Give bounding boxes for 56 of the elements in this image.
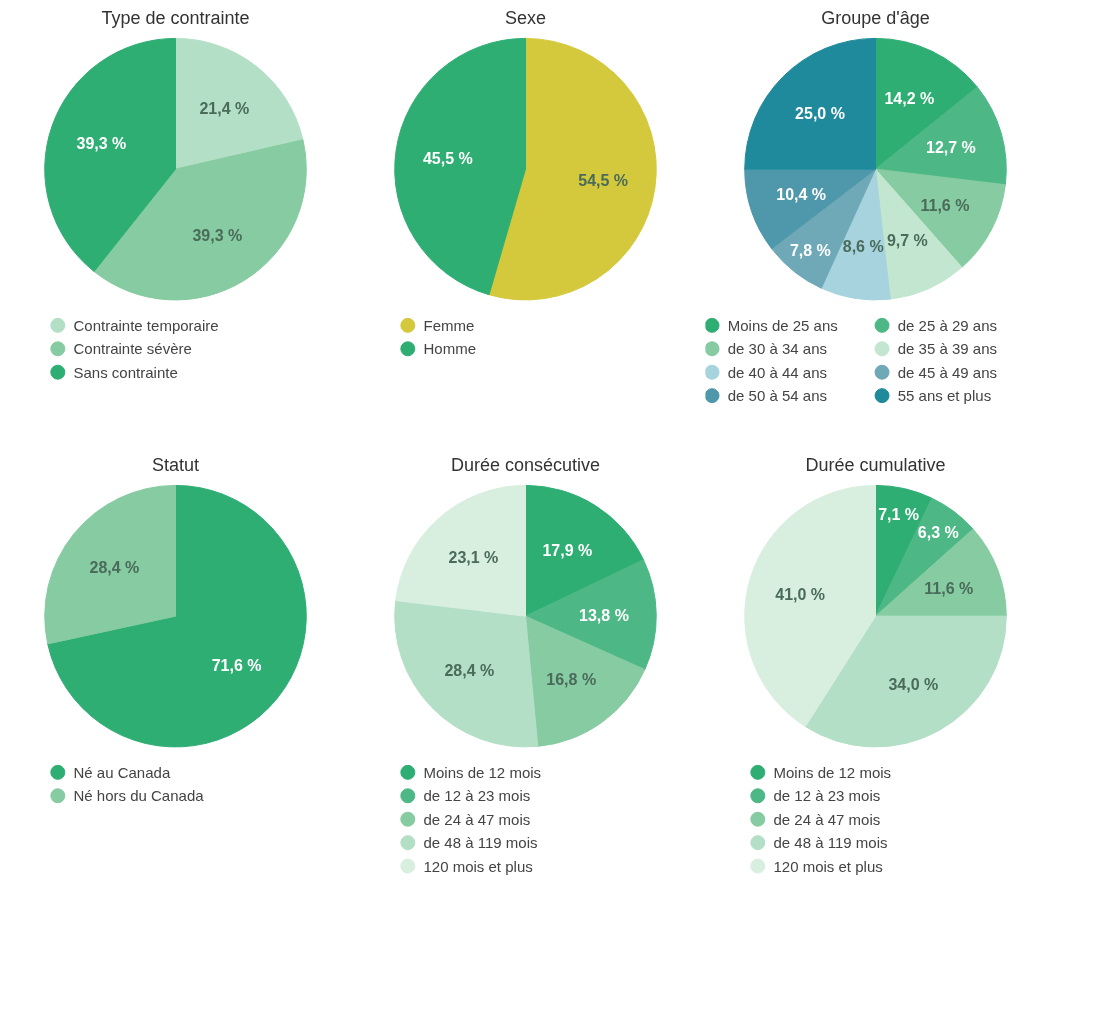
chart-title: Durée consécutive [450,454,601,475]
legend-label: de 35 à 39 ans [897,340,997,358]
data-label: 21,4 % [199,99,250,117]
data-label: 71,6 % [211,656,262,674]
data-label: 7,8 % [789,242,831,260]
legend-label: de 50 à 54 ans [727,387,827,405]
legend-label: Femme [423,316,475,334]
legend-label: de 24 à 47 mois [423,810,531,828]
data-label: 9,7 % [886,232,928,250]
legend-label: de 45 à 49 ans [897,363,997,381]
chart-title: Durée cumulative [805,454,946,475]
data-label: 39,3 % [76,134,127,152]
data-label: 11,6 % [924,579,974,597]
data-label: 14,2 % [884,90,935,108]
legend-label: Contrainte temporaire [73,316,219,334]
legend-label: de 12 à 23 mois [773,787,881,805]
legend-label: 120 mois et plus [773,857,883,875]
data-label: 28,4 % [444,662,495,680]
data-label: 12,7 % [926,139,976,157]
data-label: 16,8 % [546,671,597,689]
legend-label: Né hors du Canada [73,787,205,805]
legend-label: Sans contrainte [73,363,178,381]
data-label: 17,9 % [542,541,593,559]
legend-label: 120 mois et plus [423,857,533,875]
legend-label: de 40 à 44 ans [727,363,827,381]
data-label: 13,8 % [579,606,629,624]
legend-label: de 12 à 23 mois [423,787,531,805]
legend-label: 55 ans et plus [897,387,992,405]
data-label: 7,1 % [878,506,920,524]
data-label: 54,5 % [578,171,629,189]
legend-label: de 24 à 47 mois [773,810,881,828]
legend-label: Moins de 12 mois [773,763,892,781]
data-label: 25,0 % [795,105,845,123]
legend-label: Moins de 25 ans [727,316,838,334]
legend-label: de 48 à 119 mois [423,834,538,852]
data-label: 28,4 % [89,558,140,576]
legend-label: de 25 à 29 ans [897,316,997,334]
data-label: 11,6 % [920,196,970,214]
legend-label: Contrainte sévère [73,340,192,358]
legend-label: Moins de 12 mois [423,763,542,781]
data-label: 23,1 % [448,549,499,567]
legend-label: de 30 à 34 ans [727,340,827,358]
data-label: 39,3 % [192,226,243,244]
chart-title: Sexe [504,7,547,28]
legend-label: de 48 à 119 mois [773,834,888,852]
chart-title: Statut [151,454,200,475]
data-label: 10,4 % [776,185,827,203]
legend-label: Homme [423,340,477,358]
data-label: 45,5 % [422,149,473,167]
legend-label: Né au Canada [73,763,171,781]
data-label: 34,0 % [888,676,939,694]
chart-title: Groupe d'âge [821,7,930,28]
data-label: 8,6 % [842,237,884,255]
chart-title: Type de contrainte [101,7,250,28]
data-label: 6,3 % [917,524,959,542]
data-label: 41,0 % [775,585,826,603]
